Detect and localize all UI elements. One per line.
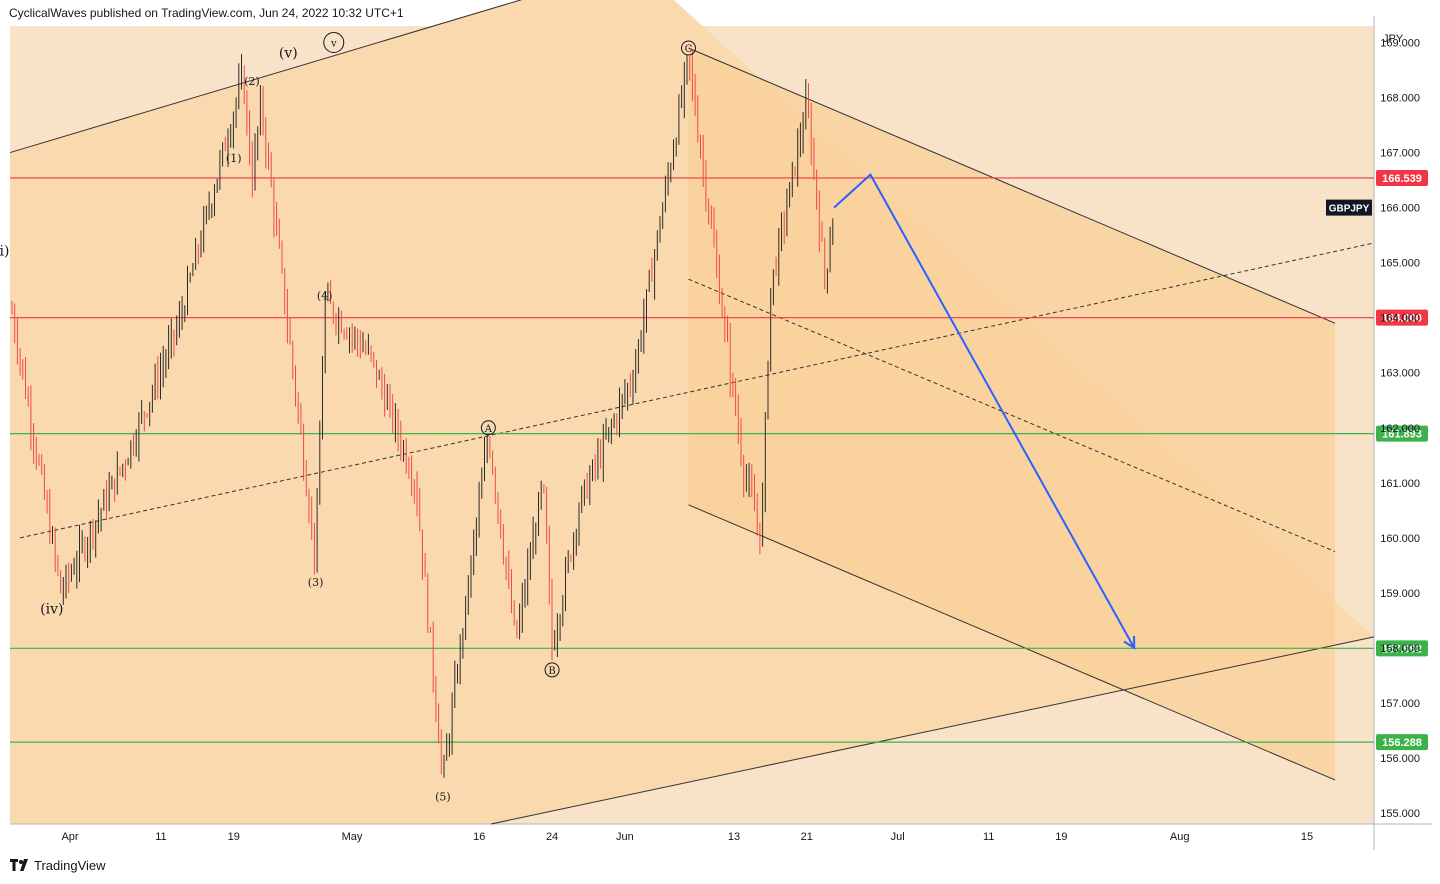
price-axis[interactable]: 166.539 164.000 161.893 157.992 156.288 155.0… <box>1326 33 1428 820</box>
symbol-badge <box>1326 199 1372 216</box>
y-tick-2: 157.000 <box>1380 698 1420 710</box>
y-tick-14: 169.000 <box>1380 38 1420 50</box>
wave-circle-9 <box>480 420 496 436</box>
wave-label-9: A <box>484 424 493 435</box>
wave-circle-5 <box>323 32 345 54</box>
x-tick-8: 21 <box>801 831 813 843</box>
projection-arrowhead <box>1123 635 1136 650</box>
x-tick-10: 11 <box>983 831 994 843</box>
wave-circle-10 <box>544 662 560 678</box>
footer-brand-label: TradingView <box>34 858 106 873</box>
y-tick-13: 168.000 <box>1380 93 1420 105</box>
lower-channel-line <box>490 636 1375 825</box>
y-tick-7: 162.000 <box>1380 423 1420 435</box>
wave-label-2: (1) <box>226 152 242 165</box>
publish-caption: CyclicalWaves published on TradingView.c… <box>9 6 404 20</box>
wave-label-10: B <box>548 666 555 677</box>
wave-label-4: (v) <box>279 46 298 62</box>
wave-label-11: C <box>685 44 693 55</box>
price-level-badge-3 <box>1376 640 1428 657</box>
tradingview-logo-icon <box>10 858 30 873</box>
wave-label-1: (iv) <box>40 601 63 617</box>
price-levels <box>10 177 1374 743</box>
x-tick-12: Aug <box>1170 831 1190 843</box>
price-level-label-0: 166.539 <box>1382 173 1422 185</box>
y-tick-5: 160.000 <box>1380 533 1420 545</box>
x-tick-0: Apr <box>61 831 78 843</box>
projection-path <box>833 173 1136 649</box>
x-tick-13: 15 <box>1301 831 1313 843</box>
y-tick-0: 155.000 <box>1380 808 1420 820</box>
price-level-label-2: 161.893 <box>1382 429 1422 441</box>
currency-label: JPY <box>1383 33 1404 45</box>
footer-brand[interactable]: TradingView <box>10 858 106 873</box>
x-tick-11: 19 <box>1055 831 1067 843</box>
desc-channel-lower <box>688 504 1336 781</box>
price-level-label-1: 164.000 <box>1382 313 1422 325</box>
y-tick-1: 156.000 <box>1380 753 1420 765</box>
projection-arrow <box>833 173 1136 650</box>
price-level-badge-2 <box>1376 425 1428 442</box>
x-tick-3: May <box>342 831 363 843</box>
symbol-badge-label: GBPJPY <box>1329 204 1370 215</box>
price-level-badge-0 <box>1376 169 1428 186</box>
wave-label-8: (5) <box>435 790 451 803</box>
descending-channel-fill <box>688 48 1335 780</box>
x-tick-6: Jun <box>616 831 634 843</box>
y-tick-3: 158.000 <box>1380 643 1420 655</box>
x-tick-4: 16 <box>473 831 485 843</box>
y-tick-9: 164.000 <box>1380 313 1420 325</box>
y-tick-12: 167.000 <box>1380 148 1420 160</box>
y-tick-6: 161.000 <box>1380 478 1420 490</box>
wave-label-3: (2) <box>244 75 260 88</box>
price-level-label-4: 156.288 <box>1382 737 1422 749</box>
wave-circle-11 <box>681 40 696 56</box>
wave-label-0: (iii) <box>0 244 9 260</box>
x-tick-9: Jul <box>891 831 905 843</box>
x-tick-1: 11 <box>155 831 166 843</box>
wave-label-5: v <box>330 39 337 50</box>
y-tick-8: 163.000 <box>1380 368 1420 380</box>
desc-channel-upper <box>688 47 1336 324</box>
plot-background <box>10 0 1374 824</box>
upper-channel-line <box>9 0 523 154</box>
wave-label-6: (3) <box>308 576 324 589</box>
price-level-badge-4 <box>1376 734 1428 751</box>
price-level-label-3: 157.992 <box>1382 643 1422 655</box>
x-tick-7: 13 <box>728 831 740 843</box>
trend-channels <box>9 0 1375 825</box>
wave-label-7: (4) <box>317 290 333 303</box>
desc-channel-mid <box>688 278 1336 553</box>
candlestick-series <box>11 49 834 778</box>
y-tick-11: 166.000 <box>1380 203 1420 215</box>
y-tick-10: 165.000 <box>1380 258 1420 270</box>
chart-frame <box>10 16 1432 850</box>
price-level-badge-1 <box>1376 309 1428 326</box>
x-tick-2: 19 <box>228 831 240 843</box>
time-axis[interactable]: Apr 11 19 May 16 24 Jun 13 21 Jul 11 19 Aug 15 <box>61 831 1313 843</box>
y-tick-4: 159.000 <box>1380 588 1420 600</box>
x-tick-5: 24 <box>546 831 558 843</box>
wave-labels: (iii) (iv) (1) (2) (v) v (3) (4) (5) A B C <box>0 32 696 803</box>
